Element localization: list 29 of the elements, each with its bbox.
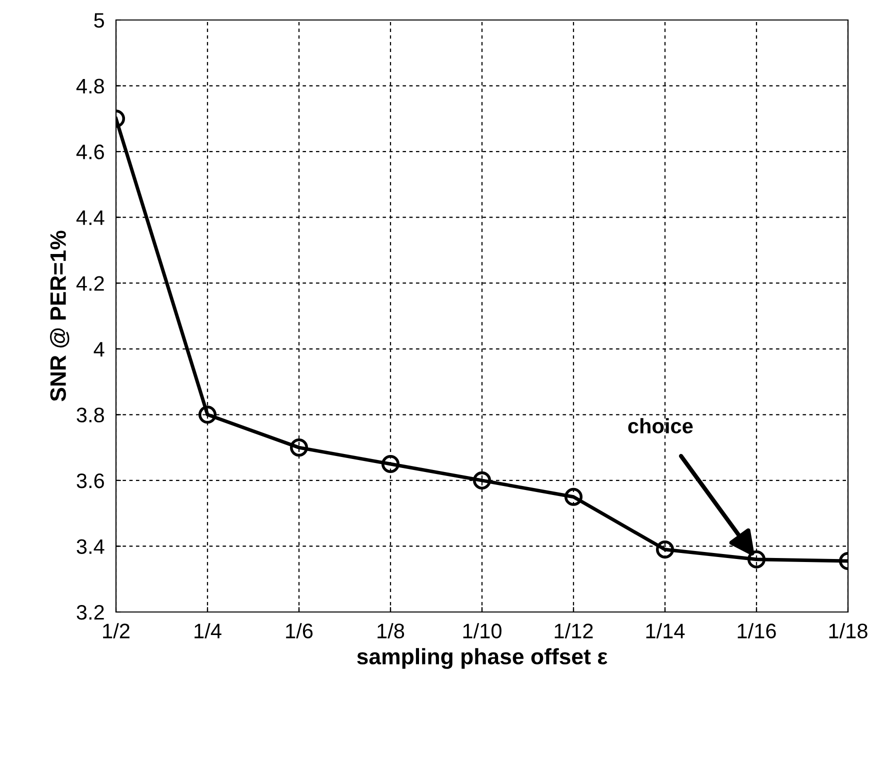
x-tick-label: 1/16 [738,623,776,638]
x-tick-label: 1/14 [646,623,685,638]
x-tick-label: 1/8 [378,623,404,638]
y-tick-label: 3.2 [76,605,104,620]
y-tick-label: 3.4 [76,539,104,554]
x-axis-title: sampling phase offset ε [357,648,608,669]
point [564,488,583,506]
x-tick-label: 1/12 [554,623,593,638]
point [747,550,766,568]
x-tick-label: 1/10 [463,623,502,638]
point [656,540,674,559]
y-tick-label: 4 [94,342,104,356]
y-axis-title: SNR @ PER=1% [50,230,70,402]
y-tick-label: 4.6 [76,144,104,160]
y-tick-label: 3.6 [76,473,104,488]
point [198,406,217,424]
y-tick-label: 3.8 [76,408,104,422]
x-tick-label: 1/6 [286,623,313,638]
annotation: choice [628,418,693,434]
point [472,471,492,490]
point [290,438,308,457]
point [381,454,400,474]
x-tick-label: 1/4 [194,623,222,638]
x-tick-label: 1/18 [829,623,868,638]
y-tick-label: 4.4 [76,210,104,225]
y-tick-label: 4.8 [76,78,104,94]
x-tick-label: 1/2 [103,623,130,638]
y-tick-label: 5 [94,13,104,28]
y-tick-label: 4.2 [76,276,104,291]
